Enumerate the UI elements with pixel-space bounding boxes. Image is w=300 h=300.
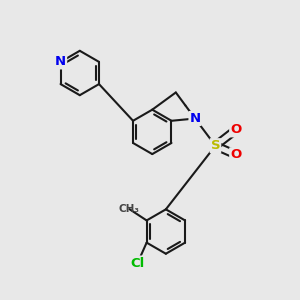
Text: O: O xyxy=(230,148,242,161)
Text: O: O xyxy=(230,123,242,136)
Text: CH₃: CH₃ xyxy=(119,204,140,214)
Text: S: S xyxy=(211,139,220,152)
Text: N: N xyxy=(190,112,201,125)
Text: Cl: Cl xyxy=(130,256,145,269)
Text: N: N xyxy=(55,56,66,68)
